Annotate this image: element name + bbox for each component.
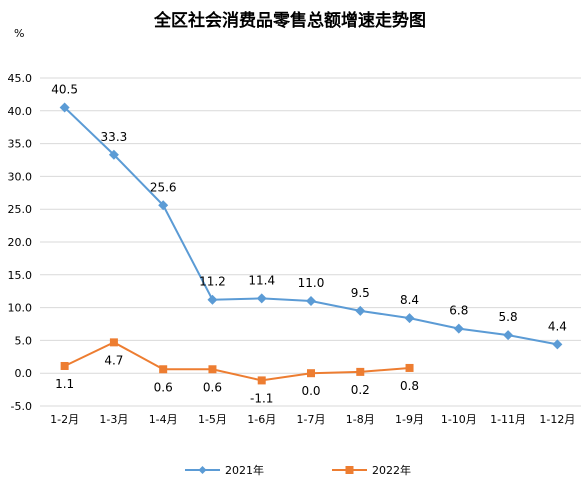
x-tick-label: 1-3月: [99, 413, 128, 426]
chart-title: 全区社会消费品零售总额增速走势图: [153, 10, 426, 31]
y-tick-label: 20.0: [8, 236, 33, 249]
x-tick-label: 1-8月: [346, 413, 375, 426]
gridlines: [40, 77, 581, 407]
y-tick-label: 10.0: [8, 302, 33, 315]
data-label: -1.1: [250, 391, 273, 405]
data-point-marker: [552, 339, 563, 350]
x-tick-label: 1-9月: [395, 413, 424, 426]
legend-marker: [345, 466, 354, 474]
x-tick-label: 1-10月: [441, 413, 477, 426]
data-point-marker: [306, 296, 316, 307]
legend-marker: [198, 466, 207, 474]
data-label: 5.8: [499, 310, 518, 324]
data-label: 8.4: [400, 293, 419, 307]
data-point-marker: [257, 376, 266, 385]
data-point-marker: [453, 323, 464, 334]
data-label: 6.8: [449, 304, 468, 318]
legend-label: 2022年: [372, 463, 411, 477]
data-label: 4.4: [548, 319, 567, 333]
y-tick-label: 15.0: [8, 269, 33, 282]
y-tick-label: 40.0: [8, 105, 33, 118]
y-axis-ticks: -5.0 0.0 5.0 10.0 15.0 20.0 25.0 30.0 35.0 40.0 45…: [8, 72, 33, 413]
data-point-marker: [405, 363, 414, 372]
data-label: 11.2: [199, 275, 226, 289]
data-point-marker: [207, 294, 218, 305]
y-tick-label: -5.0: [11, 400, 32, 413]
data-label: 40.5: [51, 83, 78, 97]
data-point-marker: [159, 365, 168, 374]
x-tick-label: 1-5月: [198, 413, 227, 426]
y-axis-unit: %: [14, 27, 24, 40]
data-point-marker: [503, 330, 514, 341]
x-tick-label: 1-12月: [539, 413, 575, 426]
x-tick-label: 1-6月: [247, 413, 276, 426]
data-label: 0.0: [301, 384, 320, 398]
data-point-marker: [208, 365, 217, 374]
y-tick-label: 45.0: [8, 72, 33, 85]
legend-label: 2021年: [225, 463, 264, 477]
x-tick-label: 1-4月: [149, 413, 178, 426]
data-point-marker: [158, 200, 169, 211]
legend: 2021年 2022年: [185, 463, 411, 477]
data-label: 4.7: [104, 353, 123, 367]
y-tick-label: 5.0: [15, 334, 33, 347]
x-axis-ticks: 1-2月 1-3月 1-4月 1-5月 1-6月 1-7月 1-8月 1-9月 1-10月 1-1…: [50, 413, 575, 426]
data-point-marker: [355, 305, 366, 316]
data-label: 0.6: [203, 380, 222, 394]
data-label: 11.4: [248, 273, 275, 287]
x-tick-label: 1-11月: [490, 413, 526, 426]
plot-area: 40.5 33.3 25.6 11.2 11.4 11.0 9.5 8.4 6.8 5.8 4.4 1…: [51, 83, 567, 406]
data-label: 33.3: [101, 130, 128, 144]
y-tick-label: 30.0: [8, 170, 33, 183]
data-point-marker: [60, 361, 69, 370]
x-tick-label: 1-2月: [50, 413, 79, 426]
data-label: 0.2: [351, 383, 370, 397]
data-label: 25.6: [150, 180, 177, 194]
data-label: 9.5: [351, 286, 370, 300]
data-point-marker: [404, 313, 415, 324]
series-line-0: [63, 106, 558, 346]
data-label: 11.0: [298, 276, 325, 290]
data-point-marker: [356, 367, 365, 376]
series-line-1: [64, 341, 410, 382]
data-point-marker: [307, 369, 315, 378]
data-label: 0.6: [154, 380, 173, 394]
data-point-marker: [109, 338, 118, 347]
y-tick-label: 25.0: [8, 203, 33, 216]
y-tick-label: 35.0: [8, 138, 33, 151]
data-label: 0.8: [400, 379, 419, 393]
data-point-marker: [108, 149, 119, 160]
x-tick-label: 1-7月: [297, 413, 326, 426]
y-tick-label: 0.0: [15, 367, 33, 380]
data-point-marker: [59, 102, 70, 113]
data-point-marker: [256, 293, 267, 304]
data-label: 1.1: [55, 377, 74, 391]
